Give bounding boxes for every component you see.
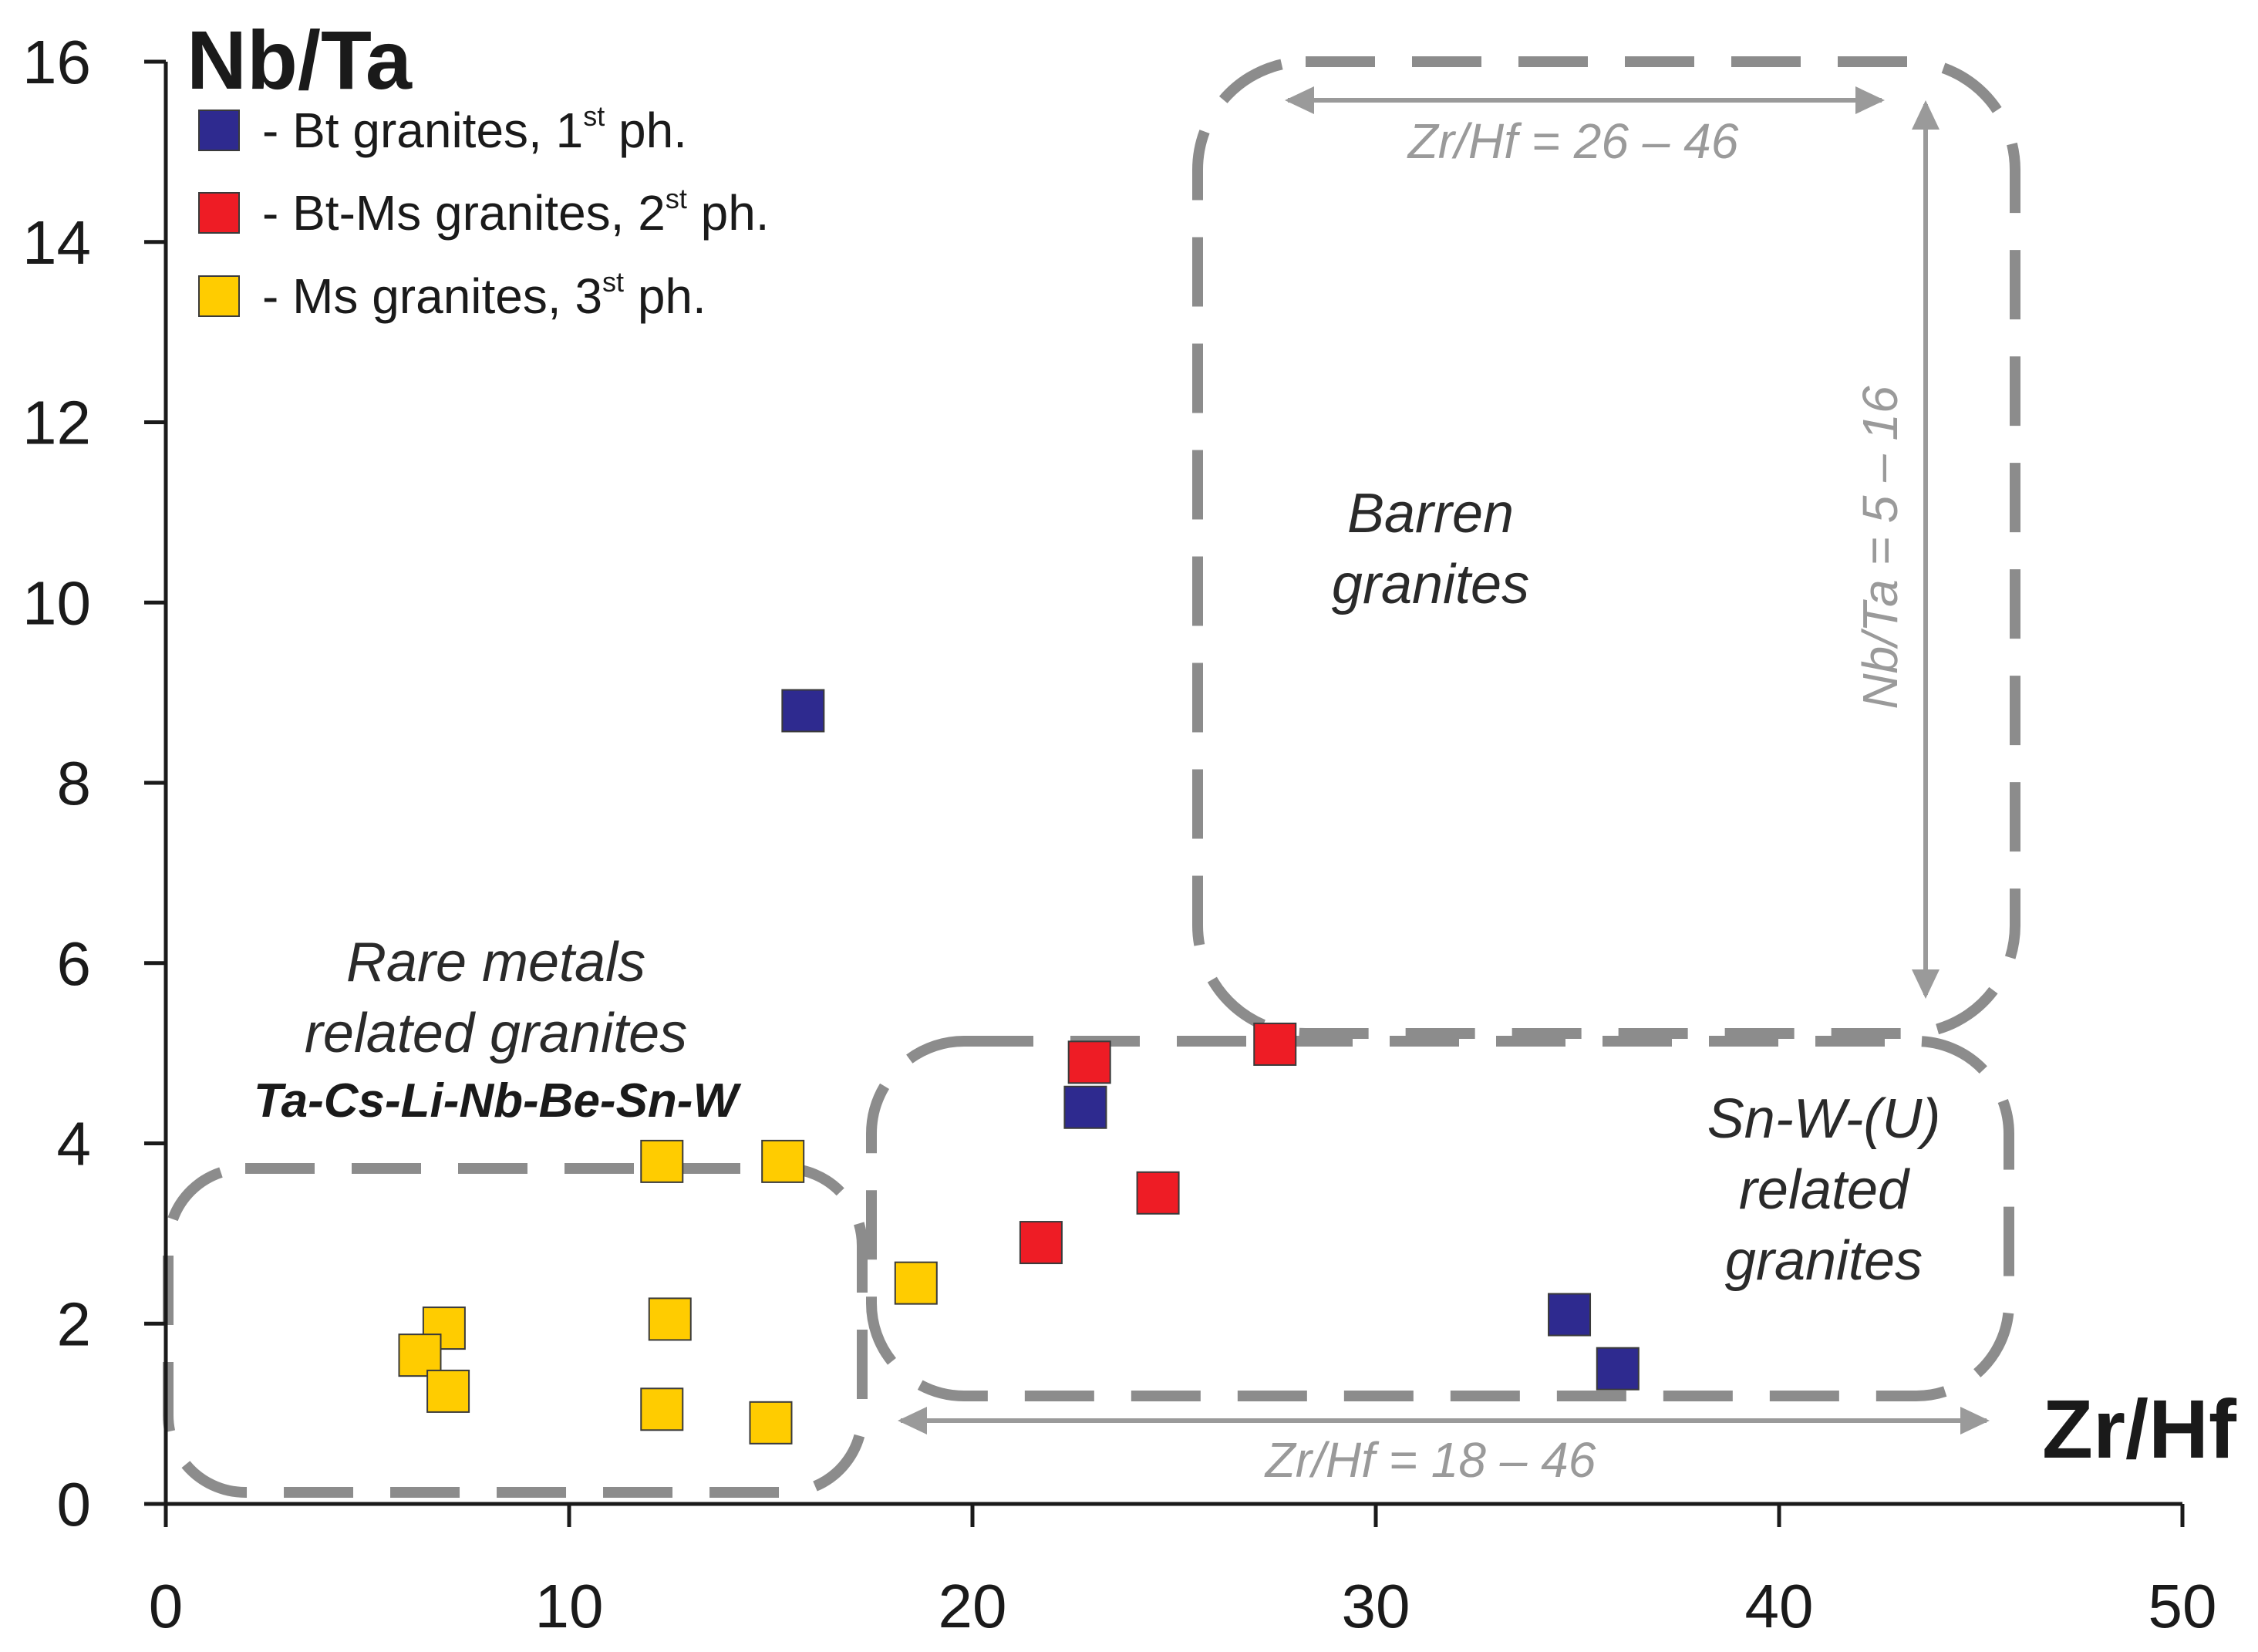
barren-y-range-bottom-arrow	[1912, 969, 1940, 999]
legend-label-1: - Bt granites, 1st ph.	[262, 100, 687, 158]
barren-label-line-1: Barren	[1347, 483, 1514, 544]
data-point-series-3-9	[749, 1401, 793, 1445]
data-point-series-2-2	[1253, 1022, 1297, 1066]
y-tick-label: 10	[22, 568, 91, 637]
data-point-series-2-4	[1019, 1221, 1063, 1265]
data-point-series-1-3	[1548, 1293, 1592, 1337]
y-tick-label: 6	[57, 929, 92, 998]
x-tick-label: 20	[939, 1572, 1007, 1640]
legend: - Bt granites, 1st ph. - Bt-Ms granites, …	[198, 100, 770, 324]
rare-metals-element-list: Ta-Cs-Li-Nb-Be-Sn-W	[254, 1074, 741, 1128]
x-tick-label: 0	[149, 1572, 184, 1640]
y-tick-label: 4	[57, 1110, 92, 1178]
region-labels: Barren granites Sn-W-(U) related granite…	[254, 483, 1940, 1292]
x-tick-label: 50	[2148, 1572, 2217, 1640]
data-point-series-3-8	[640, 1387, 684, 1431]
data-point-series-2-3	[1136, 1171, 1180, 1215]
barren-y-range-label: Nb/Ta = 5 – 16	[1852, 386, 1908, 710]
y-tick-label: 16	[22, 28, 91, 96]
legend-swatch-2	[198, 192, 240, 234]
barren-x-range-label: Zr/Hf = 26 – 46	[1407, 113, 1739, 169]
sn-w-u-region-box	[866, 1036, 2014, 1401]
rare-metals-label-line-1: Rare metals	[346, 932, 645, 993]
sn-w-u-label-line-2: related	[1739, 1159, 1910, 1221]
x-tick-label: 10	[535, 1572, 604, 1640]
region-boundaries	[163, 56, 2020, 1498]
sn-w-u-x-range-left-arrow	[898, 1407, 927, 1435]
y-tick-label: 8	[57, 749, 92, 818]
y-tick-label: 0	[57, 1470, 92, 1539]
data-point-series-3-1	[640, 1139, 684, 1183]
y-tick-label: 2	[57, 1290, 92, 1358]
x-tick-label: 30	[1342, 1572, 1410, 1640]
data-point-series-1-1	[781, 689, 825, 733]
data-point-series-3-4	[648, 1297, 692, 1341]
legend-label-2: - Bt-Ms granites, 2st ph.	[262, 183, 770, 241]
legend-label-3: - Ms granites, 3st ph.	[262, 266, 706, 324]
legend-swatch-3	[198, 275, 240, 317]
x-ticks: 0 10 20 30 40 50	[149, 1504, 2217, 1640]
barren-x-range-left-arrow	[1285, 86, 1314, 114]
data-point-series-3-3	[894, 1261, 938, 1305]
x-axis-title: Zr/Hf	[2042, 1382, 2237, 1475]
y-axis-title: Nb/Ta	[187, 13, 413, 106]
data-point-series-2-1	[1067, 1040, 1111, 1084]
sn-w-u-label-line-1: Sn-W-(U)	[1707, 1088, 1941, 1150]
data-point-series-1-4	[1596, 1347, 1640, 1391]
x-tick-label: 40	[1745, 1572, 1814, 1640]
barren-x-range-right-arrow	[1855, 86, 1885, 114]
sn-w-u-x-range-right-arrow	[1960, 1407, 1990, 1435]
y-tick-label: 12	[22, 389, 91, 457]
data-points	[398, 689, 1640, 1445]
range-indicators: Zr/Hf = 26 – 46 Nb/Ta = 5 – 16 Zr/Hf = 1…	[898, 86, 1990, 1488]
legend-swatch-1	[198, 110, 240, 151]
y-tick-label: 14	[22, 208, 91, 277]
rare-metals-region-box	[163, 1163, 868, 1498]
barren-y-range-top-arrow	[1912, 100, 1940, 130]
data-point-series-3-6	[398, 1333, 442, 1377]
data-point-series-3-7	[426, 1369, 470, 1413]
sn-w-u-label-line-3: granites	[1725, 1230, 1923, 1292]
y-ticks: 0 2 4 6 8 10 12 14 16	[22, 28, 166, 1539]
data-point-series-3-2	[761, 1139, 805, 1183]
barren-label-line-2: granites	[1332, 554, 1529, 615]
sn-w-u-x-range-label: Zr/Hf = 18 – 46	[1264, 1432, 1596, 1488]
data-point-series-1-2	[1063, 1085, 1107, 1129]
rare-metals-label-line-2: related granites	[305, 1003, 687, 1064]
